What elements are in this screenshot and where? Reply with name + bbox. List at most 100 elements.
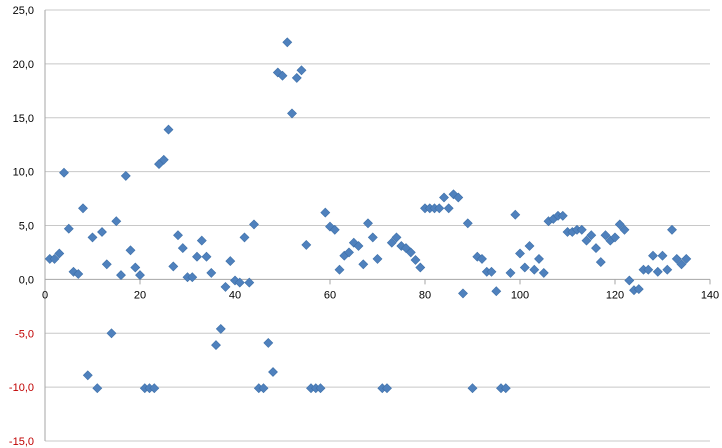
data-point [258, 383, 269, 394]
data-point [367, 232, 378, 243]
y-tick-label: 0,0 [19, 274, 34, 286]
data-point [453, 192, 464, 203]
data-point [386, 237, 397, 248]
data-point [353, 241, 364, 251]
data-point [268, 367, 278, 377]
data-point [643, 264, 654, 275]
data-point [315, 383, 326, 394]
data-point [163, 124, 174, 135]
data-point [263, 337, 274, 348]
data-point [586, 230, 597, 241]
data-point [101, 259, 112, 270]
data-point [63, 223, 74, 234]
data-point [320, 207, 331, 218]
data-point [225, 256, 236, 267]
data-point [662, 264, 673, 275]
data-point [600, 230, 611, 241]
data-point [220, 281, 231, 292]
y-tick-label: -15,0 [9, 436, 34, 448]
data-point [557, 210, 568, 221]
data-point [301, 239, 312, 250]
data-point [491, 286, 502, 297]
data-point [59, 167, 69, 178]
y-tick-label: 10,0 [13, 167, 34, 179]
data-point [467, 383, 478, 394]
data-point [576, 224, 587, 235]
data-point [249, 219, 259, 230]
data-point [538, 267, 549, 278]
data-point [671, 253, 682, 264]
y-tick-label: 5,0 [19, 221, 34, 233]
y-tick-label: 20,0 [13, 59, 34, 71]
data-point [405, 247, 416, 258]
data-point [158, 154, 169, 165]
y-tick-label: 15,0 [13, 113, 34, 125]
x-tick-label: 120 [606, 289, 624, 301]
data-point [610, 232, 620, 243]
data-point [92, 383, 103, 394]
data-point [657, 250, 668, 261]
data-point [624, 275, 635, 286]
y-tick-label: -5,0 [15, 328, 34, 340]
data-point [462, 218, 473, 229]
y-tick-label: 25,0 [13, 5, 34, 17]
data-point [358, 259, 369, 270]
data-point [434, 203, 445, 214]
data-point [510, 209, 521, 220]
data-point [277, 70, 288, 81]
data-point [206, 267, 217, 278]
data-point [201, 251, 212, 262]
data-point [49, 253, 60, 264]
data-point [458, 288, 468, 299]
data-point [239, 232, 250, 243]
data-point [415, 262, 426, 273]
data-point [529, 264, 540, 275]
data-point [633, 284, 644, 295]
data-point [177, 243, 188, 254]
data-point [291, 72, 302, 83]
data-point [524, 241, 535, 251]
data-point [505, 267, 516, 278]
x-tick-label: 0 [42, 289, 48, 301]
data-point [211, 340, 221, 351]
data-point [614, 219, 625, 230]
data-point [282, 37, 293, 48]
data-point [619, 224, 630, 235]
data-point [168, 261, 179, 272]
data-point [595, 257, 606, 268]
data-point [391, 232, 402, 243]
data-point [382, 383, 392, 394]
data-point [681, 253, 692, 264]
x-tick-label: 100 [511, 289, 529, 301]
data-point [106, 328, 117, 339]
data-point [519, 262, 530, 273]
data-point [187, 272, 198, 283]
data-point [173, 230, 183, 241]
data-point [443, 203, 454, 214]
data-point [116, 270, 126, 281]
data-point [676, 259, 687, 270]
data-point [192, 251, 202, 262]
data-point [486, 266, 497, 277]
x-tick-label: 80 [419, 289, 431, 301]
data-point [296, 65, 307, 76]
data-point [196, 235, 207, 246]
data-point [329, 224, 340, 235]
data-point [111, 216, 122, 227]
data-point [82, 370, 93, 381]
data-point [500, 383, 511, 394]
data-point [667, 224, 677, 235]
data-point [477, 253, 487, 264]
data-point [54, 248, 65, 259]
data-point [344, 247, 354, 258]
x-tick-label: 60 [324, 289, 336, 301]
data-point [244, 277, 255, 288]
data-point [234, 277, 245, 288]
data-point [287, 108, 297, 119]
data-point [120, 170, 131, 181]
data-point [334, 264, 345, 275]
data-point [648, 250, 658, 261]
x-tick-label: 40 [229, 289, 241, 301]
